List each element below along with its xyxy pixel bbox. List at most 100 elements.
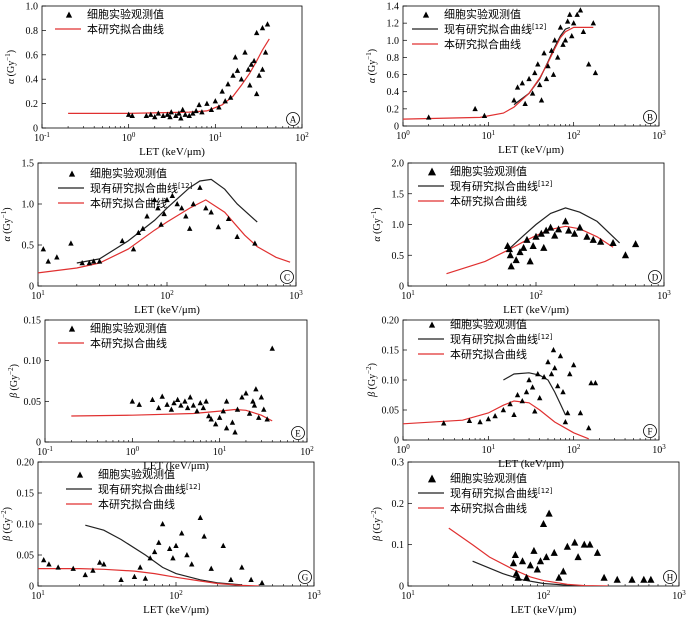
plot-frame [41,5,303,129]
panel-h: 101 102 103 0 0.1 0.2 0.3 LET (keV/μm) β (Gy−2) 细… [370,458,686,617]
data-point [541,374,547,380]
data-point [597,237,605,245]
data-point [176,110,182,116]
data-point [545,509,553,517]
x-tick-label: 101 [482,129,496,142]
data-point [201,533,207,539]
y-axis-label: α (Gy−1) [365,49,378,83]
data-point [562,37,569,43]
data-point [563,542,571,550]
data-point [589,235,597,243]
y-tick-label: 0.5 [392,251,405,262]
data-point [258,394,265,400]
data-point [540,243,548,251]
data-point [158,221,164,227]
data-point [512,256,520,264]
data-point [628,575,636,583]
data-point [570,20,577,26]
data-point [40,246,47,252]
legend-label: 本研究拟合曲线 [87,22,164,36]
data-point [178,115,184,121]
y-tick-label: 0.8 [387,53,400,64]
data-point [142,575,149,581]
data-point [253,90,260,97]
data-point [136,401,142,407]
data-point [208,209,214,215]
data-point [216,414,223,420]
data-point [523,235,531,243]
data-point [577,7,584,13]
data-point [564,410,571,416]
data-point [234,67,241,73]
data-point [539,520,548,527]
data-point [555,54,561,60]
y-tick-label: 0.2 [26,99,39,110]
data-point [565,226,573,234]
data-point [151,548,158,555]
data-point [514,392,521,398]
panel-c: 101 102 103 0 0.5 1.0 1.5 LET (keV/μm) α (Gy−1) 细… [0,159,303,317]
y-tick-label: 0 [33,124,38,135]
x-tick-label: 101 [482,443,496,456]
data-point [574,11,580,17]
data-point [588,380,594,386]
data-point [178,205,185,211]
data-point [511,551,519,558]
data-point [567,11,573,17]
this-study-fit-curve [403,400,589,440]
x-tick-label: 103 [652,443,666,456]
y-axis-label: α (Gy−1) [370,207,383,241]
y-tick-label: 0 [399,282,404,293]
data-point [590,20,597,26]
data-point [253,29,260,36]
data-point [129,398,136,404]
data-point [585,425,592,431]
data-point [229,419,236,425]
data-point [511,411,517,418]
data-point [530,546,538,554]
data-point [248,61,254,67]
data-point [592,380,599,386]
data-point [523,389,530,395]
data-point [149,396,156,402]
panel-badge: G [298,570,312,584]
legend-entry-this-study: 本研究拟合曲线 [418,347,527,361]
y-tick-label: 1.4 [387,2,400,13]
data-point [580,28,587,34]
data-point [535,61,541,67]
legend-label: 本研究拟合曲线 [444,37,521,51]
y-tick-label: 0.05 [382,406,400,417]
data-point [264,416,270,422]
data-point [526,377,532,383]
data-point [574,553,582,561]
data-point [570,229,579,237]
data-point [137,564,143,570]
svg-text:G: G [302,573,309,583]
y-tick-label: 0 [29,582,34,593]
y-tick-label: 0 [394,122,399,133]
legend-entry-measured: 细胞实验观测值 [68,166,167,180]
data-point [256,414,262,420]
y-tick-label: 0.2 [387,104,400,115]
data-point [190,201,197,207]
legend-label: 细胞实验观测值 [450,471,527,485]
data-point [170,555,176,561]
x-tick-label: 100 [126,445,140,458]
data-point [262,49,269,55]
y-tick-label: 0.10 [382,376,400,387]
data-point [187,394,193,400]
y-tick-label: 1.0 [392,220,405,231]
data-point [166,545,173,552]
data-point [537,229,545,237]
data-point [251,402,258,408]
data-point [577,410,584,416]
existing-fit-curve [507,207,621,251]
data-point [509,559,518,567]
panel-badge: E [291,426,305,440]
data-point [208,106,215,112]
data-point [155,110,162,116]
svg-text:A: A [290,115,297,125]
data-point [152,114,158,120]
data-point [492,413,498,419]
legend-entry-measured: 细胞实验观测值 [68,321,167,335]
